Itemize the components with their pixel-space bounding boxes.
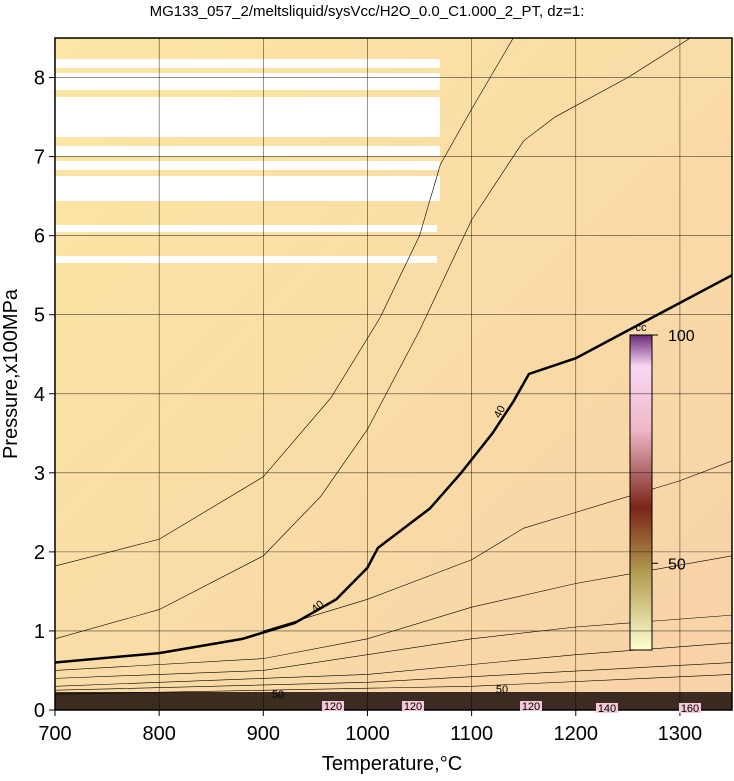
x-tick-label: 1300 (658, 723, 703, 745)
contour-line (55, 38, 514, 567)
contour-label-box (402, 701, 424, 711)
y-tick-label: 3 (34, 463, 45, 485)
contour-label: 120 (324, 701, 342, 713)
x-tick-label: 1200 (554, 723, 599, 745)
y-axis-label: Pressure,x100MPa (0, 288, 22, 459)
x-tick-label: 900 (247, 723, 280, 745)
contour-label: 50 (496, 684, 508, 696)
chart-title: MG133_057_2/meltsliquid/sysVcc/H2O_0.0_C… (150, 3, 585, 20)
x-tick-label: 700 (38, 723, 71, 745)
x-tick-label: 1100 (450, 723, 493, 745)
contour-label-box (520, 701, 542, 711)
y-tick-label: 6 (34, 226, 45, 248)
y-tick-label: 2 (34, 542, 45, 564)
contour-label: 160 (681, 703, 699, 715)
y-tick-label: 4 (34, 384, 45, 406)
y-tick-label: 5 (34, 305, 45, 327)
contour-label: 140 (598, 703, 616, 715)
bold-contour (55, 274, 732, 664)
colorbar-label: cc (636, 322, 648, 334)
x-tick-label: 800 (142, 723, 175, 745)
contour-label: 40 (492, 404, 508, 420)
colorbar-tick-label: 50 (668, 556, 686, 573)
dense-contours (55, 692, 732, 710)
colorbar-tick-label: 100 (668, 328, 695, 345)
contour-label: 120 (404, 701, 422, 713)
contour-label: 120 (522, 701, 540, 713)
contour-label: 50 (272, 689, 284, 701)
contour-label-box (596, 703, 618, 713)
contour-line (55, 38, 691, 640)
y-tick-label: 7 (34, 147, 45, 169)
y-tick-label: 8 (34, 68, 45, 90)
contour-label-box (322, 701, 344, 711)
missing-data (55, 59, 440, 263)
x-tick-label: 1000 (345, 723, 390, 745)
x-axis-label: Temperature,°C (322, 753, 462, 775)
contour-line (55, 555, 732, 671)
contour-label-box (679, 703, 701, 713)
y-tick-label: 0 (34, 700, 45, 722)
colorbar (629, 334, 653, 651)
y-tick-label: 1 (34, 621, 45, 643)
